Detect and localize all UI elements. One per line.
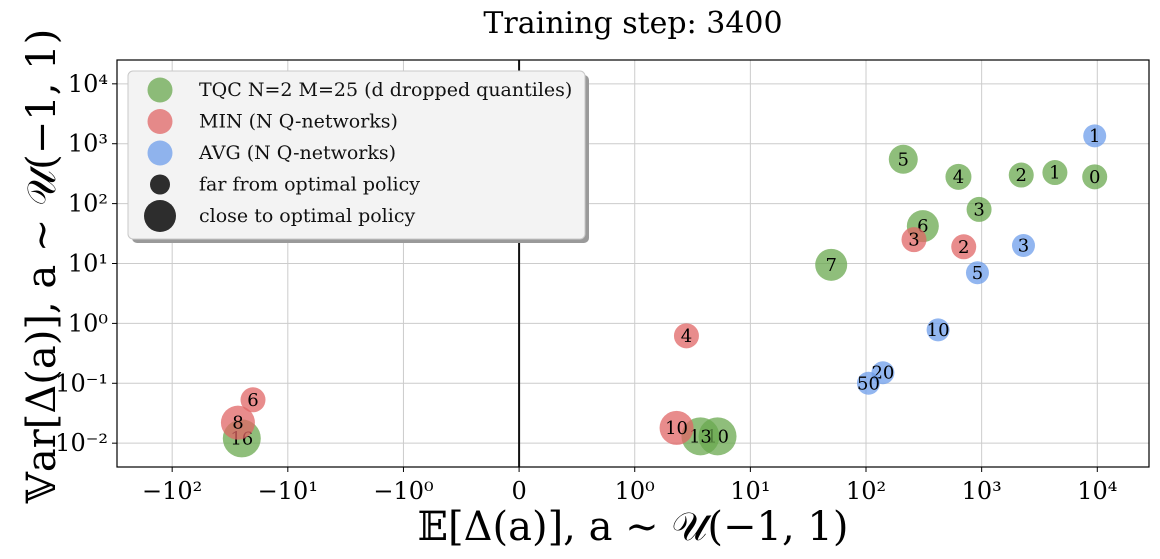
data-point: 0 bbox=[1082, 164, 1108, 190]
x-tick-label: −10⁰ bbox=[373, 477, 433, 505]
data-point: 5 bbox=[965, 261, 989, 285]
data-point: 10 bbox=[926, 318, 950, 342]
data-point: 4 bbox=[673, 323, 699, 349]
x-tick-label: −10² bbox=[142, 477, 202, 505]
point-label: 1 bbox=[1049, 163, 1060, 184]
legend: TQC N=2 M=25 (d dropped quantiles) MIN (N… bbox=[127, 70, 589, 243]
data-point: 5 bbox=[888, 144, 918, 174]
point-label: 4 bbox=[953, 167, 964, 188]
point-marker bbox=[856, 371, 880, 395]
point-label: 8 bbox=[232, 413, 243, 434]
data-point: 3 bbox=[901, 227, 927, 253]
point-label: 3 bbox=[1018, 235, 1029, 256]
point-marker bbox=[901, 227, 927, 253]
y-tick-label: 10⁰ bbox=[68, 309, 108, 337]
y-tick-label: 10³ bbox=[68, 130, 108, 158]
data-point: 7 bbox=[815, 248, 848, 281]
legend-marker bbox=[150, 174, 170, 195]
point-marker bbox=[815, 248, 848, 281]
data-point: 1 bbox=[1042, 160, 1068, 186]
point-marker bbox=[965, 261, 989, 285]
point-label: 6 bbox=[917, 216, 928, 237]
legend-item: TQC N=2 M=25 (d dropped quantiles) bbox=[147, 77, 572, 103]
point-label: 7 bbox=[825, 255, 836, 276]
data-point: 50 bbox=[856, 371, 880, 395]
y-tick-label: 10⁻¹ bbox=[55, 369, 108, 397]
point-marker bbox=[1011, 233, 1035, 257]
tick-labels: −10² −10¹ −10⁰ 0 10⁰ 10¹ 10² 10³ 10⁴ 10⁻² 10⁻¹ 10⁰ 1… bbox=[55, 70, 1117, 505]
x-tick-label: 10³ bbox=[962, 477, 1002, 505]
point-label: 5 bbox=[972, 263, 983, 284]
x-tick-label: 10¹ bbox=[730, 477, 770, 505]
data-point: 2 bbox=[951, 234, 977, 260]
point-marker bbox=[1042, 160, 1068, 186]
legend-label: AVG (N Q-networks) bbox=[198, 142, 396, 164]
point-label: 2 bbox=[958, 237, 969, 258]
point-label: 5 bbox=[898, 149, 909, 170]
point-marker bbox=[951, 234, 977, 260]
point-label: 2 bbox=[1016, 165, 1027, 186]
legend-item: close to optimal policy bbox=[144, 200, 415, 232]
point-label: 10 bbox=[927, 320, 950, 341]
legend-item: AVG (N Q-networks) bbox=[147, 140, 396, 166]
x-axis-label: 𝔼[Δ(a)], a ∼ 𝒰(−1, 1) bbox=[418, 504, 849, 550]
point-marker bbox=[888, 144, 918, 174]
plot-frame bbox=[116, 59, 1150, 468]
point-label: 0 bbox=[1089, 167, 1100, 188]
legend-box bbox=[127, 70, 586, 240]
point-label: 13 bbox=[689, 426, 712, 447]
x-tick-label: 10⁰ bbox=[615, 477, 655, 505]
point-marker bbox=[220, 405, 255, 440]
legend-item: MIN (N Q-networks) bbox=[147, 109, 398, 134]
legend-label: MIN (N Q-networks) bbox=[199, 111, 398, 133]
y-tick-label: 10¹ bbox=[68, 250, 108, 278]
point-marker bbox=[926, 318, 950, 342]
y-tick-label: 10⁴ bbox=[68, 70, 108, 98]
point-marker bbox=[1082, 164, 1108, 190]
legend-label: TQC N=2 M=25 (d dropped quantiles) bbox=[199, 79, 572, 101]
x-tick-label: −10¹ bbox=[258, 477, 318, 505]
data-point: 3 bbox=[1011, 233, 1035, 257]
point-marker bbox=[966, 196, 992, 222]
point-label: 3 bbox=[973, 199, 984, 220]
y-tick-label: 10⁻² bbox=[55, 429, 108, 457]
legend-marker bbox=[147, 140, 173, 166]
point-label: 10 bbox=[665, 418, 688, 439]
point-marker bbox=[1008, 162, 1034, 188]
x-tick-label: 10⁴ bbox=[1077, 477, 1117, 505]
point-marker bbox=[1083, 124, 1107, 148]
point-label: 3 bbox=[908, 230, 919, 251]
point-label: 1 bbox=[1089, 126, 1100, 147]
point-label: 50 bbox=[857, 373, 880, 394]
data-point: 8 bbox=[220, 405, 255, 440]
data-point: 4 bbox=[945, 163, 972, 190]
x-tick-label: 10² bbox=[846, 477, 886, 505]
point-marker bbox=[673, 323, 699, 349]
legend-item: far from optimal policy bbox=[150, 174, 420, 196]
legend-marker bbox=[144, 200, 176, 232]
legend-label: close to optimal policy bbox=[199, 205, 415, 227]
legend-marker bbox=[147, 109, 173, 134]
y-axis-label: 𝕍ar[Δ(a)], a ∼ 𝒰(−1, 1) bbox=[19, 29, 65, 504]
y-tick-label: 10² bbox=[68, 190, 108, 218]
data-points: 012345671013162346810135102050 bbox=[220, 124, 1108, 458]
point-marker bbox=[659, 410, 694, 445]
data-point: 6 bbox=[240, 387, 266, 413]
data-point: 3 bbox=[966, 196, 992, 222]
data-point: 1 bbox=[1083, 124, 1107, 148]
legend-marker bbox=[147, 77, 173, 103]
point-marker bbox=[240, 387, 266, 413]
point-label: 6 bbox=[247, 390, 258, 411]
data-point: 2 bbox=[1008, 162, 1034, 188]
point-marker bbox=[945, 163, 972, 190]
x-tick-label: 0 bbox=[511, 477, 526, 505]
legend-label: far from optimal policy bbox=[199, 174, 420, 196]
point-label: 4 bbox=[681, 326, 692, 347]
chart-title: Training step: 3400 bbox=[483, 6, 782, 41]
data-point: 10 bbox=[659, 410, 694, 445]
